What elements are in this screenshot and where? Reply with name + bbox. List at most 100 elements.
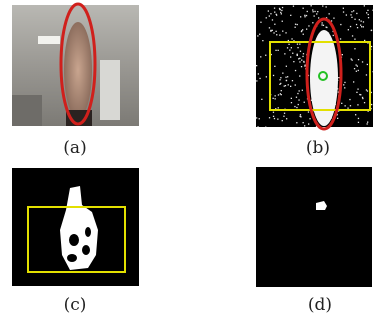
noise-dot [368,17,369,18]
noise-dot [357,27,358,28]
noise-dot [312,22,313,23]
noise-dot [356,13,357,14]
noise-dot [257,35,258,36]
noise-dot [289,50,290,51]
noise-dot [357,104,358,105]
noise-dot [290,86,291,87]
noise-dot [279,35,280,36]
noise-dot [293,61,294,62]
noise-dot [303,53,304,54]
noise-dot [294,106,295,107]
noise-dot [300,16,301,17]
noise-dot [282,120,283,121]
noise-dot [299,90,300,91]
noise-dot [296,107,297,108]
noise-dot [277,119,278,120]
noise-dot [313,11,314,12]
noise-dot [269,15,270,16]
noise-dot [305,65,306,66]
mask-hole [85,227,91,237]
noise-dot [274,118,275,119]
noise-dot [285,32,286,33]
noise-dot [300,116,301,117]
noise-dot [282,73,283,74]
noise-dot [342,54,343,55]
noise-dot [358,59,359,60]
noise-dot [266,76,267,77]
noise-dot [284,113,285,114]
noise-dot [350,14,351,15]
panel-label: (d) [308,295,332,315]
noise-dot [279,8,280,9]
noise-dot [344,87,345,88]
noise-dot [302,56,303,57]
noise-dot [371,30,372,31]
noise-dot [311,5,312,6]
noise-dot [286,80,287,81]
noise-dot [343,84,344,85]
noise-dot [349,99,350,100]
noise-dot [297,93,298,94]
noise-dot [300,51,301,52]
panel-c [12,168,139,286]
noise-dot [304,102,305,103]
noise-dot [351,17,352,18]
noise-dot [345,105,346,106]
noise-dot [306,15,307,16]
noise-dot [270,13,271,14]
noise-dot [275,50,276,51]
noise-dot [317,11,318,12]
noise-dot [352,35,353,36]
noise-dot [356,71,357,72]
noise-dot [298,58,299,59]
noise-dot [287,47,288,48]
noise-dot [291,47,292,48]
noise-dot [306,29,307,30]
noise-dot [367,123,368,124]
noise-dot [354,39,355,40]
noise-dot [297,24,298,25]
noise-dot [353,10,354,11]
noise-dot [362,61,363,62]
noise-dot [260,22,261,23]
noise-dot [272,30,273,31]
noise-dot [360,94,361,95]
noise-dot [295,84,296,85]
noise-dot [368,14,369,15]
noise-dot [296,97,297,98]
noise-dot [284,86,285,87]
noise-dot [261,99,262,100]
noise-dot [362,97,363,98]
noise-dot [351,58,352,59]
noise-dot [288,84,289,85]
noise-dot [278,107,279,108]
noise-dot [314,11,315,12]
noise-dot [282,31,283,32]
panel-label: (a) [63,138,86,158]
noise-dot [364,102,365,103]
noise-dot [259,34,260,35]
noise-dot [256,65,257,66]
noise-dot [280,12,281,13]
noise-dot [278,94,279,95]
noise-dot [269,27,270,28]
noise-dot [350,105,351,106]
noise-dot [259,118,260,119]
noise-dot [353,81,354,82]
noise-dot [308,25,309,26]
noise-dot [314,15,315,16]
noise-dot [291,102,292,103]
noise-dot [284,53,285,54]
noise-dot [366,12,367,13]
noise-dot [321,24,322,25]
noise-dot [323,25,324,26]
noise-dot [274,8,275,9]
noise-dot [358,122,359,123]
noise-dot [280,93,281,94]
hand-region [310,30,338,126]
noise-dot [363,26,364,27]
noise-dot [273,32,274,33]
noise-dot [302,90,303,91]
noise-dot [276,34,277,35]
noise-dot [358,70,359,71]
